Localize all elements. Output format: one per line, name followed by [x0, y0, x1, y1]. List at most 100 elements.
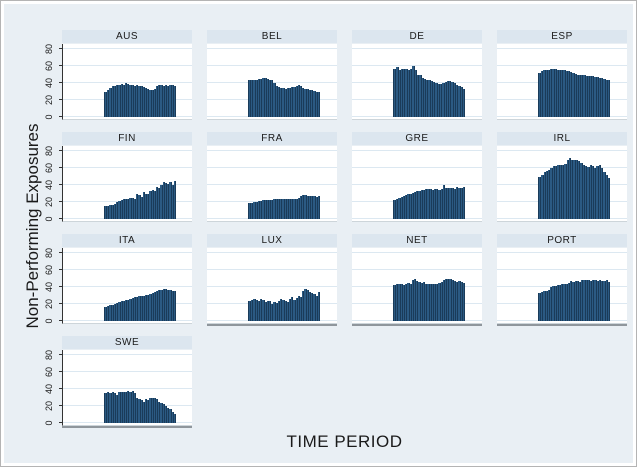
bar: [255, 202, 258, 219]
panel-swe: SWE 0 20 40 60 80: [44, 336, 192, 428]
bar: [284, 88, 287, 117]
bar: [109, 205, 112, 219]
x-axis-line: [497, 324, 627, 326]
bar: [118, 302, 121, 321]
bar: [411, 280, 414, 321]
bar: [295, 86, 298, 117]
bar: [585, 280, 588, 321]
panel-aus: AUS 0 20 40 60 80: [44, 30, 192, 120]
bar: [400, 284, 403, 321]
bar: [398, 70, 401, 117]
x-axis-line: [62, 426, 192, 428]
bar: [451, 280, 454, 321]
bar: [573, 159, 576, 219]
bar: [149, 89, 152, 117]
panel-title: LUX: [207, 234, 337, 247]
gridline-y20: [207, 303, 337, 304]
bar: [554, 69, 557, 117]
bar: [538, 292, 542, 321]
y-tick-label: 60: [44, 61, 54, 72]
bar: [291, 297, 294, 321]
bar: [302, 195, 305, 219]
panel-bel: BEL: [207, 30, 337, 120]
bar: [541, 174, 544, 219]
bar: [133, 393, 137, 423]
bar: [288, 88, 292, 117]
gridline-y60: [207, 65, 337, 66]
gridline-y60: [352, 65, 482, 66]
bar: [275, 199, 278, 219]
y-tick-mark: [59, 184, 63, 185]
bar: [308, 292, 312, 321]
bar: [147, 400, 150, 423]
bar: [253, 202, 256, 219]
bar-series: [248, 249, 320, 321]
gridline-y40: [63, 388, 192, 389]
bar: [164, 288, 168, 321]
bar: [315, 91, 318, 117]
y-tick-mark: [59, 252, 63, 253]
bar: [167, 86, 170, 117]
bar: [400, 69, 404, 117]
y-tick-label: 20: [44, 95, 54, 106]
y-tick-label: 40: [44, 282, 54, 293]
bar: [559, 164, 562, 219]
bar: [160, 289, 163, 321]
bar: [120, 391, 123, 423]
panel-title: ESP: [497, 30, 627, 43]
bar: [169, 84, 172, 117]
y-tick-label: 40: [44, 384, 54, 395]
bar: [541, 292, 544, 321]
bar: [578, 281, 582, 321]
bar: [430, 81, 434, 117]
bar: [144, 193, 148, 219]
bar: [153, 88, 157, 117]
bar: [317, 292, 320, 321]
bar: [271, 304, 274, 321]
bar: [162, 404, 165, 423]
bar: [587, 167, 590, 219]
bar: [118, 392, 121, 423]
bar: [433, 189, 437, 219]
bar: [425, 189, 428, 219]
bar: [405, 283, 408, 321]
bar: [601, 168, 604, 219]
y-tick-mark: [59, 286, 63, 287]
bar: [136, 397, 139, 423]
bar: [552, 69, 555, 117]
bar: [260, 78, 263, 117]
bar: [574, 73, 577, 117]
y-tick-mark: [59, 116, 63, 117]
y-tick-label: 80: [44, 248, 54, 259]
bar: [412, 66, 415, 117]
bar: [136, 84, 139, 117]
bar: [286, 198, 289, 219]
bar: [147, 193, 150, 219]
bar: [171, 291, 174, 321]
bar: [605, 79, 608, 117]
bar: [603, 172, 606, 219]
bar: [156, 186, 159, 219]
bar: [111, 204, 114, 219]
bar: [251, 299, 254, 321]
bar: [253, 298, 256, 321]
bar: [317, 196, 320, 219]
bar: [442, 83, 445, 117]
bar: [156, 399, 159, 423]
gridline-y60: [352, 167, 482, 168]
bar: [133, 198, 137, 219]
bar: [409, 193, 412, 219]
bar: [140, 86, 143, 117]
bar: [300, 196, 303, 219]
bar: [171, 185, 174, 219]
bar: [160, 185, 163, 219]
y-tick-label: 40: [44, 180, 54, 191]
bar: [545, 170, 549, 219]
bar: [162, 288, 165, 321]
bar: [138, 195, 141, 219]
y-tick-mark: [59, 99, 63, 100]
bar: [458, 281, 461, 321]
bar: [286, 88, 289, 117]
bar-series: [538, 147, 611, 219]
bar: [111, 86, 114, 117]
